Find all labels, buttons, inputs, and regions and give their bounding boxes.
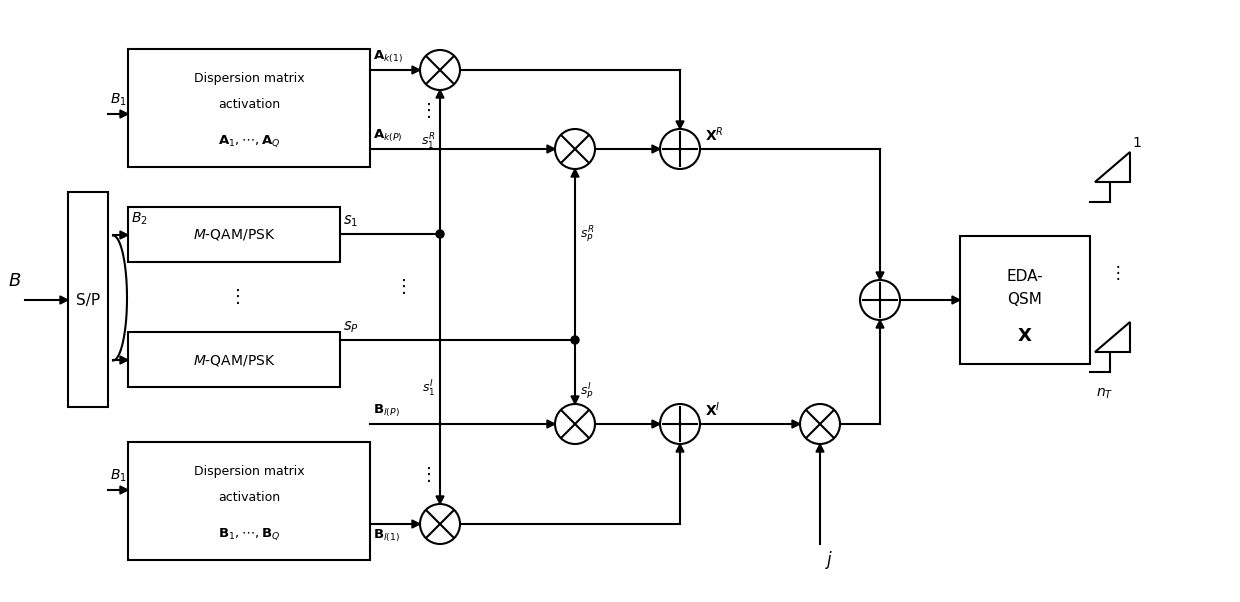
Polygon shape: [412, 520, 420, 528]
Text: QSM: QSM: [1008, 293, 1043, 308]
Text: $\mathbf{X}$: $\mathbf{X}$: [1017, 327, 1033, 345]
Bar: [128, 49, 370, 167]
Polygon shape: [570, 396, 579, 404]
Text: $\mathbf{X}^R$: $\mathbf{X}^R$: [706, 125, 724, 144]
Circle shape: [556, 404, 595, 444]
Polygon shape: [60, 296, 68, 304]
Text: 1: 1: [1132, 136, 1141, 150]
Polygon shape: [875, 320, 884, 328]
Polygon shape: [436, 90, 444, 98]
Text: $s_1$: $s_1$: [343, 213, 358, 229]
Text: $\mathbf{A}_{k(P)}$: $\mathbf{A}_{k(P)}$: [373, 128, 403, 144]
Polygon shape: [875, 272, 884, 280]
Bar: [128, 332, 340, 387]
Polygon shape: [652, 145, 660, 153]
Polygon shape: [547, 145, 556, 153]
Text: $\mathbf{B}_1,\cdots,\mathbf{B}_Q$: $\mathbf{B}_1,\cdots,\mathbf{B}_Q$: [218, 526, 280, 542]
Text: Dispersion matrix: Dispersion matrix: [193, 72, 304, 85]
Text: $\mathbf{A}_1,\cdots,\mathbf{A}_Q$: $\mathbf{A}_1,\cdots,\mathbf{A}_Q$: [218, 133, 280, 149]
Text: $\vdots$: $\vdots$: [419, 465, 432, 483]
Text: $B_1$: $B_1$: [109, 92, 126, 108]
Polygon shape: [792, 420, 800, 428]
Polygon shape: [120, 356, 128, 364]
Text: $\vdots$: $\vdots$: [228, 288, 239, 306]
Text: $\mathbf{B}_{l(1)}$: $\mathbf{B}_{l(1)}$: [373, 528, 401, 544]
Polygon shape: [436, 496, 444, 504]
Circle shape: [861, 280, 900, 320]
Polygon shape: [570, 169, 579, 177]
Text: $s_P^I$: $s_P^I$: [580, 382, 594, 402]
Bar: [128, 442, 370, 560]
Text: $B_2$: $B_2$: [131, 211, 148, 227]
Polygon shape: [952, 296, 960, 304]
Circle shape: [556, 129, 595, 169]
Text: activation: activation: [218, 491, 280, 504]
Text: $M$-QAM/PSK: $M$-QAM/PSK: [192, 228, 275, 243]
Circle shape: [436, 230, 444, 238]
Bar: [68, 192, 108, 407]
Circle shape: [420, 504, 460, 544]
Polygon shape: [676, 444, 684, 452]
Polygon shape: [652, 420, 660, 428]
Text: $\vdots$: $\vdots$: [394, 278, 405, 297]
Circle shape: [660, 404, 701, 444]
Text: $\mathbf{X}^I$: $\mathbf{X}^I$: [706, 400, 720, 419]
Text: $\vdots$: $\vdots$: [1110, 262, 1121, 282]
Polygon shape: [1095, 152, 1130, 182]
Text: $B_1$: $B_1$: [109, 468, 126, 484]
Polygon shape: [120, 110, 128, 118]
Polygon shape: [120, 486, 128, 494]
Text: $\vdots$: $\vdots$: [419, 101, 432, 120]
Polygon shape: [1095, 322, 1130, 352]
Text: $B$: $B$: [9, 272, 21, 290]
Text: activation: activation: [218, 98, 280, 111]
Polygon shape: [120, 231, 128, 239]
Bar: [960, 236, 1090, 364]
Circle shape: [800, 404, 839, 444]
Circle shape: [420, 50, 460, 90]
Bar: [128, 207, 340, 262]
Text: $s_P^R$: $s_P^R$: [580, 225, 594, 245]
Text: $s_1^R$: $s_1^R$: [420, 132, 435, 152]
Circle shape: [660, 129, 701, 169]
Text: S/P: S/P: [76, 293, 100, 308]
Polygon shape: [816, 444, 825, 452]
Text: Dispersion matrix: Dispersion matrix: [193, 465, 304, 478]
Polygon shape: [547, 420, 556, 428]
Text: EDA-: EDA-: [1007, 270, 1043, 285]
Circle shape: [570, 336, 579, 344]
Polygon shape: [676, 121, 684, 129]
Text: $\mathbf{A}_{k(1)}$: $\mathbf{A}_{k(1)}$: [373, 49, 403, 65]
Text: $j$: $j$: [825, 549, 833, 571]
Text: $s_1^I$: $s_1^I$: [422, 379, 435, 399]
Text: $\mathbf{B}_{l(P)}$: $\mathbf{B}_{l(P)}$: [373, 403, 399, 419]
Text: $s_P$: $s_P$: [343, 319, 358, 335]
Text: $M$-QAM/PSK: $M$-QAM/PSK: [192, 353, 275, 367]
Text: $n_T$: $n_T$: [1096, 387, 1114, 402]
Polygon shape: [412, 66, 420, 74]
